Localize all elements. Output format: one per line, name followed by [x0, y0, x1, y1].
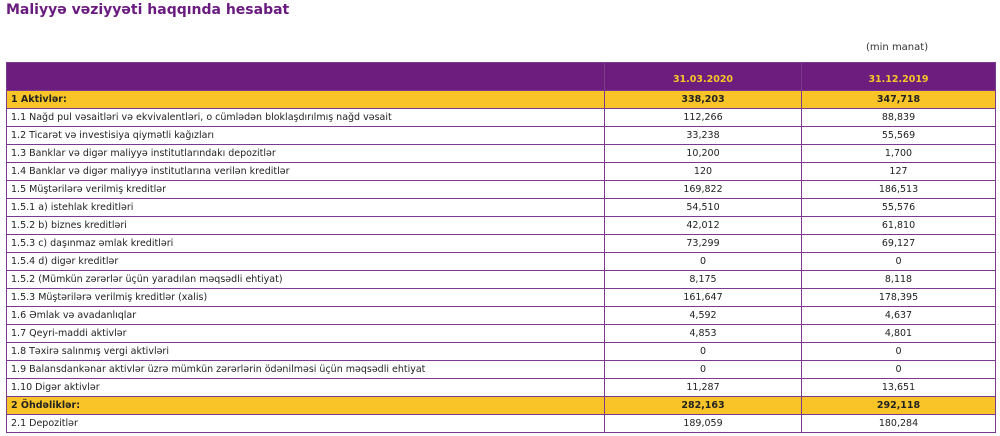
value-cell: 73,299: [604, 234, 802, 253]
table-row: 1.5 Müştərilərə verilmiş kreditlər 169,82…: [6, 180, 996, 199]
table-row: 2.1 Depozitlər 189,059 180,284: [6, 414, 996, 433]
value-cell: 55,576: [801, 198, 996, 217]
table-row: 1.4 Banklar və digər maliyyə institutlar…: [6, 162, 996, 181]
table-row: 1.5.2 b) biznes kreditləri 42,012 61,810: [6, 216, 996, 235]
table-row: 1.2 Ticarət və investisiya qiymətli kağı…: [6, 126, 996, 145]
value-cell: 292,118: [801, 396, 996, 415]
value-cell: 4,637: [801, 306, 996, 325]
value-cell: 8,118: [801, 270, 996, 289]
table-row: 1.6 Əmlak və avadanlıqlar 4,592 4,637: [6, 306, 996, 325]
table-row: 1.8 Təxirə salınmış vergi aktivləri 0 0: [6, 342, 996, 361]
label-cell: 1.5.2 b) biznes kreditləri: [6, 216, 605, 235]
table-row: 1 Aktivlər: 338,203 347,718: [6, 90, 996, 109]
label-cell: 1.8 Təxirə salınmış vergi aktivləri: [6, 342, 605, 361]
label-cell: 1.4 Banklar və digər maliyyə institutlar…: [6, 162, 605, 181]
value-cell: 0: [801, 360, 996, 379]
value-cell: 33,238: [604, 126, 802, 145]
value-cell: 169,822: [604, 180, 802, 199]
table-row: 1.5.2 (Mümkün zərərlər üçün yaradılan mə…: [6, 270, 996, 289]
value-cell: 69,127: [801, 234, 996, 253]
value-cell: 186,513: [801, 180, 996, 199]
label-cell: 1.5.3 Müştərilərə verilmiş kreditlər (xa…: [6, 288, 605, 307]
table-row: 1.7 Qeyri-maddi aktivlər 4,853 4,801: [6, 324, 996, 343]
table-row: 1.5.3 c) daşınmaz əmlak kreditləri 73,299…: [6, 234, 996, 253]
label-cell: 1.10 Digər aktivlər: [6, 378, 605, 397]
value-cell: 11,287: [604, 378, 802, 397]
value-cell: 127: [801, 162, 996, 181]
label-cell: 1 Aktivlər:: [6, 90, 605, 109]
table-row: 1.9 Balansdankənar aktivlər üzrə mümkün …: [6, 360, 996, 379]
label-cell: 1.7 Qeyri-maddi aktivlər: [6, 324, 605, 343]
value-cell: 54,510: [604, 198, 802, 217]
label-cell: 1.3 Banklar və digər maliyyə institutlar…: [6, 144, 605, 163]
value-cell: 0: [801, 342, 996, 361]
label-cell: 1.9 Balansdankənar aktivlər üzrə mümkün …: [6, 360, 605, 379]
value-cell: 0: [801, 252, 996, 271]
column-header: 31.12.2019: [801, 62, 996, 91]
balance-table: 31.03.2020 31.12.2019 1 Aktivlər: 338,203 3…: [6, 62, 996, 433]
value-cell: 0: [604, 342, 802, 361]
table-row: 1.5.3 Müştərilərə verilmiş kreditlər (xa…: [6, 288, 996, 307]
unit-note: (min manat): [866, 42, 929, 53]
table-row: 1.1 Nağd pul vəsaitləri və ekvivalentlər…: [6, 108, 996, 127]
label-cell: 1.5.2 (Mümkün zərərlər üçün yaradılan mə…: [6, 270, 605, 289]
value-cell: 13,651: [801, 378, 996, 397]
value-cell: 0: [604, 252, 802, 271]
value-cell: 112,266: [604, 108, 802, 127]
table-row: 1.3 Banklar və digər maliyyə institutlar…: [6, 144, 996, 163]
value-cell: 1,700: [801, 144, 996, 163]
value-cell: 42,012: [604, 216, 802, 235]
value-cell: 282,163: [604, 396, 802, 415]
value-cell: 189,059: [604, 414, 802, 433]
label-cell: 1.5 Müştərilərə verilmiş kreditlər: [6, 180, 605, 199]
label-cell: 1.5.3 c) daşınmaz əmlak kreditləri: [6, 234, 605, 253]
label-cell: 1.6 Əmlak və avadanlıqlar: [6, 306, 605, 325]
value-cell: 10,200: [604, 144, 802, 163]
value-cell: 347,718: [801, 90, 996, 109]
value-cell: 61,810: [801, 216, 996, 235]
header-row: 31.03.2020 31.12.2019: [6, 62, 996, 91]
label-cell: 1.2 Ticarət və investisiya qiymətli kağı…: [6, 126, 605, 145]
value-cell: 0: [604, 360, 802, 379]
table-row: 1.5.1 a) istehlak kreditləri 54,510 55,576: [6, 198, 996, 217]
value-cell: 120: [604, 162, 802, 181]
table-row: 1.5.4 d) digər kreditlər 0 0: [6, 252, 996, 271]
label-cell: 1.5.4 d) digər kreditlər: [6, 252, 605, 271]
page-title: Maliyyə vəziyyəti haqqında hesabat: [6, 2, 290, 18]
value-cell: 4,592: [604, 306, 802, 325]
label-cell: 1.1 Nağd pul vəsaitləri və ekvivalentlər…: [6, 108, 605, 127]
header-cell: [6, 62, 605, 91]
value-cell: 8,175: [604, 270, 802, 289]
label-cell: 2 Öhdəliklər:: [6, 396, 605, 415]
value-cell: 88,839: [801, 108, 996, 127]
value-cell: 338,203: [604, 90, 802, 109]
label-cell: 1.5.1 a) istehlak kreditləri: [6, 198, 605, 217]
column-header: 31.03.2020: [604, 62, 802, 91]
value-cell: 4,853: [604, 324, 802, 343]
table-row: 1.10 Digər aktivlər 11,287 13,651: [6, 378, 996, 397]
value-cell: 55,569: [801, 126, 996, 145]
label-cell: 2.1 Depozitlər: [6, 414, 605, 433]
value-cell: 180,284: [801, 414, 996, 433]
table-row: 2 Öhdəliklər: 282,163 292,118: [6, 396, 996, 415]
value-cell: 4,801: [801, 324, 996, 343]
value-cell: 161,647: [604, 288, 802, 307]
value-cell: 178,395: [801, 288, 996, 307]
